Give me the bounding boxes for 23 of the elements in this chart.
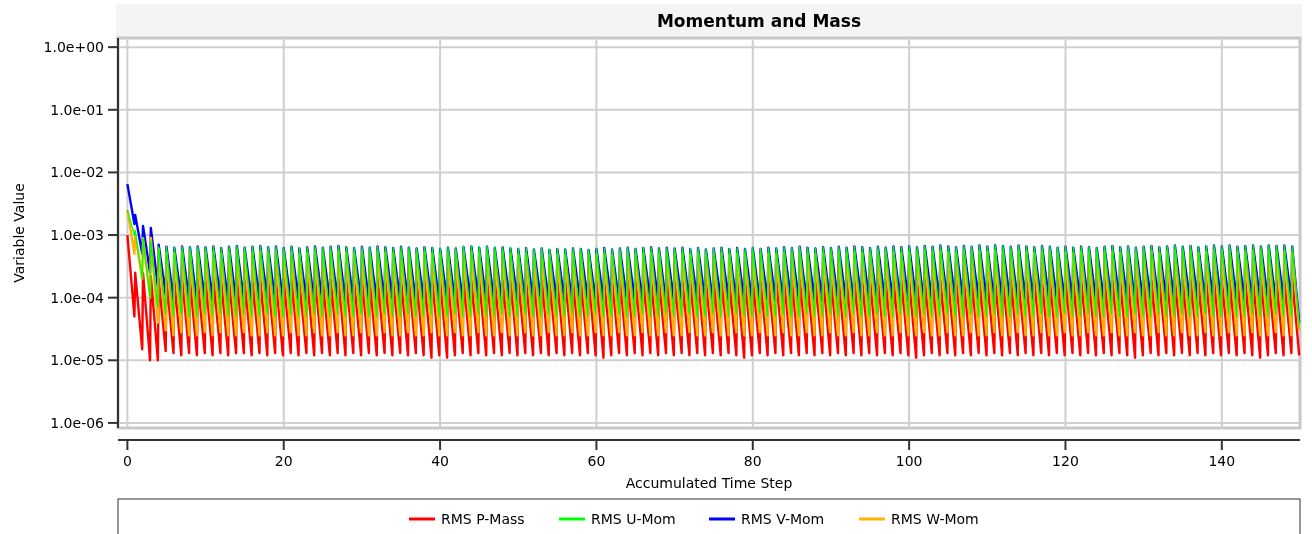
y-tick-label: 1.0e-05 xyxy=(50,352,104,369)
x-tick-label: 120 xyxy=(1052,453,1079,469)
x-tick-label: 20 xyxy=(274,453,293,469)
y-tick-label: 1.0e-04 xyxy=(50,289,105,306)
x-tick-label: 80 xyxy=(743,453,762,469)
legend-label: RMS U-Mom xyxy=(591,510,676,527)
chart-title: Momentum and Mass xyxy=(656,11,862,31)
legend-label: RMS V-Mom xyxy=(741,510,825,527)
legend-label: RMS P-Mass xyxy=(441,510,525,527)
y-tick-label: 1.0e-03 xyxy=(50,226,104,243)
legend-label: RMS W-Mom xyxy=(891,510,979,527)
x-tick-label: 60 xyxy=(587,453,606,469)
y-tick-label: 1.0e-02 xyxy=(50,164,104,181)
line-series xyxy=(126,233,1301,362)
y-tick-label: 1.0e-01 xyxy=(50,101,104,118)
x-tick-label: 140 xyxy=(1208,453,1236,469)
y-tick-label: 1.0e+00 xyxy=(43,39,104,56)
y-tick-label: 1.0e-06 xyxy=(50,414,105,431)
x-axis-title: Accumulated Time Step xyxy=(625,475,793,491)
x-tick-label: 100 xyxy=(895,453,923,469)
x-tick-label: 0 xyxy=(122,453,132,469)
y-axis-title: Variable Value xyxy=(11,183,27,283)
x-tick-label: 40 xyxy=(431,453,449,469)
